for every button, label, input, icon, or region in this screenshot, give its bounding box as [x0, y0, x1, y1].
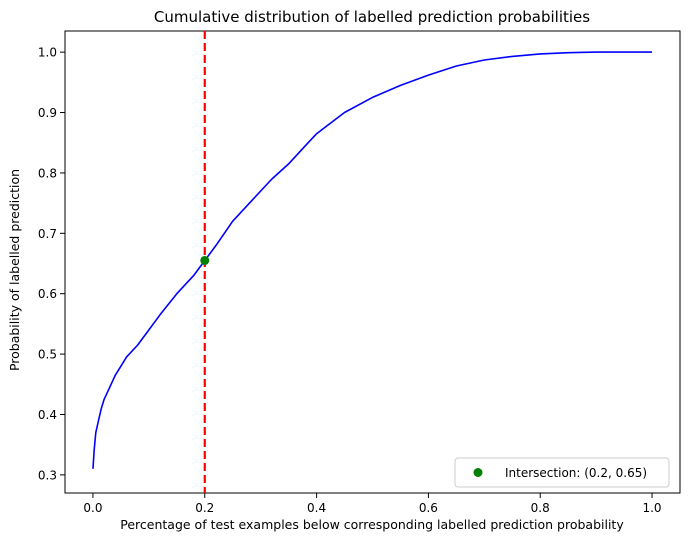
- y-tick-label: 0.5: [38, 348, 57, 362]
- y-tick-label: 0.4: [38, 408, 57, 422]
- x-tick-label: 0.6: [419, 501, 438, 515]
- y-tick-label: 0.6: [38, 287, 57, 301]
- y-tick-label: 0.3: [38, 468, 57, 482]
- y-tick-label: 0.8: [38, 166, 57, 180]
- x-axis-label: Percentage of test examples below corres…: [120, 517, 624, 532]
- y-axis-label: Probability of labelled prediction: [7, 169, 22, 371]
- intersection-point: [200, 255, 210, 265]
- x-tick-label: 0.8: [531, 501, 550, 515]
- cdf-series-line: [92, 51, 652, 469]
- legend-box: [454, 457, 670, 488]
- x-tick-label: 0.4: [307, 501, 326, 515]
- y-tick-label: 0.9: [38, 106, 57, 120]
- chart-title: Cumulative distribution of labelled pred…: [154, 8, 590, 26]
- x-tick-label: 0.0: [83, 501, 102, 515]
- y-tick-label: 0.7: [38, 227, 57, 241]
- plot-area: 0.0 0.2 0.4 0.6 0.8 1.0 0.3 0.4 0.5 0.6 0.7 0.8 0.9 1…: [38, 30, 681, 515]
- y-tick-label: 1.0: [38, 46, 57, 60]
- x-tick-label: 1.0: [642, 501, 661, 515]
- legend-marker: [473, 468, 483, 477]
- legend: Intersection: (0.2, 0.65): [454, 457, 670, 488]
- axes-frame: [64, 30, 681, 494]
- legend-label: Intersection: (0.2, 0.65): [505, 466, 647, 480]
- x-tick-label: 0.2: [195, 501, 214, 515]
